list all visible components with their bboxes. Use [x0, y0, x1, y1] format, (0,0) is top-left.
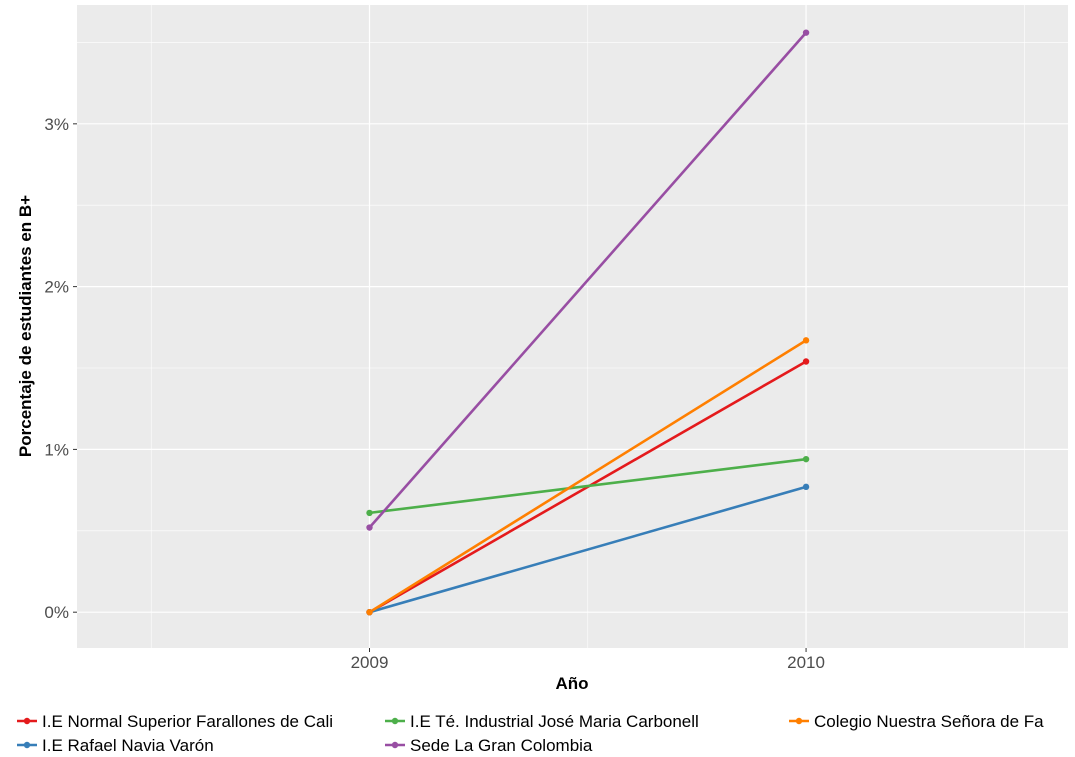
legend-key-point — [391, 741, 399, 749]
legend-key-point — [23, 717, 31, 725]
y-axis-title: Porcentaje de estudiantes en B+ — [16, 195, 35, 457]
legend-item: Colegio Nuestra Señora de Fa — [789, 712, 1044, 731]
series-points — [366, 29, 810, 616]
y-tick-label: 1% — [44, 440, 69, 459]
legend-key-point — [391, 717, 399, 725]
y-tick-label: 0% — [44, 603, 69, 622]
minor-gridlines — [77, 5, 1068, 648]
legend-key-point — [795, 717, 803, 725]
legend-item: I.E Normal Superior Farallones de Cali — [17, 712, 333, 731]
data-point — [802, 337, 810, 344]
series-line-4 — [368, 339, 807, 614]
y-tick-label: 2% — [44, 278, 69, 297]
y-tick-label: 3% — [44, 115, 69, 134]
legend: I.E Normal Superior Farallones de Cali I.… — [17, 712, 1044, 755]
series-line-3 — [368, 31, 808, 529]
data-point — [802, 29, 810, 36]
x-axis-ticks: 2009 2010 — [351, 648, 825, 672]
legend-item: Sede La Gran Colombia — [385, 736, 593, 755]
y-axis-ticks: 0% 1% 2% 3% — [44, 115, 77, 622]
series-line-1 — [369, 485, 807, 614]
data-point — [802, 358, 810, 365]
data-point — [366, 608, 373, 616]
legend-item: I.E Té. Industrial José Maria Carbonell — [385, 712, 699, 731]
legend-label: I.E Normal Superior Farallones de Cali — [42, 712, 333, 731]
x-tick-label: 2009 — [351, 653, 389, 672]
legend-label: I.E Rafael Navia Varón — [42, 736, 214, 755]
legend-label: I.E Té. Industrial José Maria Carbonell — [410, 712, 699, 731]
plot-panel — [77, 5, 1068, 648]
major-gridlines — [77, 5, 1068, 648]
data-point — [802, 483, 810, 491]
legend-item: I.E Rafael Navia Varón — [17, 736, 214, 755]
x-tick-label: 2010 — [787, 653, 825, 672]
x-axis-title: Año — [555, 674, 588, 693]
legend-label: Colegio Nuestra Señora de Fa — [814, 712, 1044, 731]
data-point — [802, 455, 810, 463]
series-lines — [368, 31, 808, 614]
legend-label: Sede La Gran Colombia — [410, 736, 593, 755]
data-point — [366, 509, 373, 517]
data-point — [366, 524, 373, 531]
series-line-2 — [369, 457, 807, 515]
legend-key-point — [23, 741, 31, 749]
